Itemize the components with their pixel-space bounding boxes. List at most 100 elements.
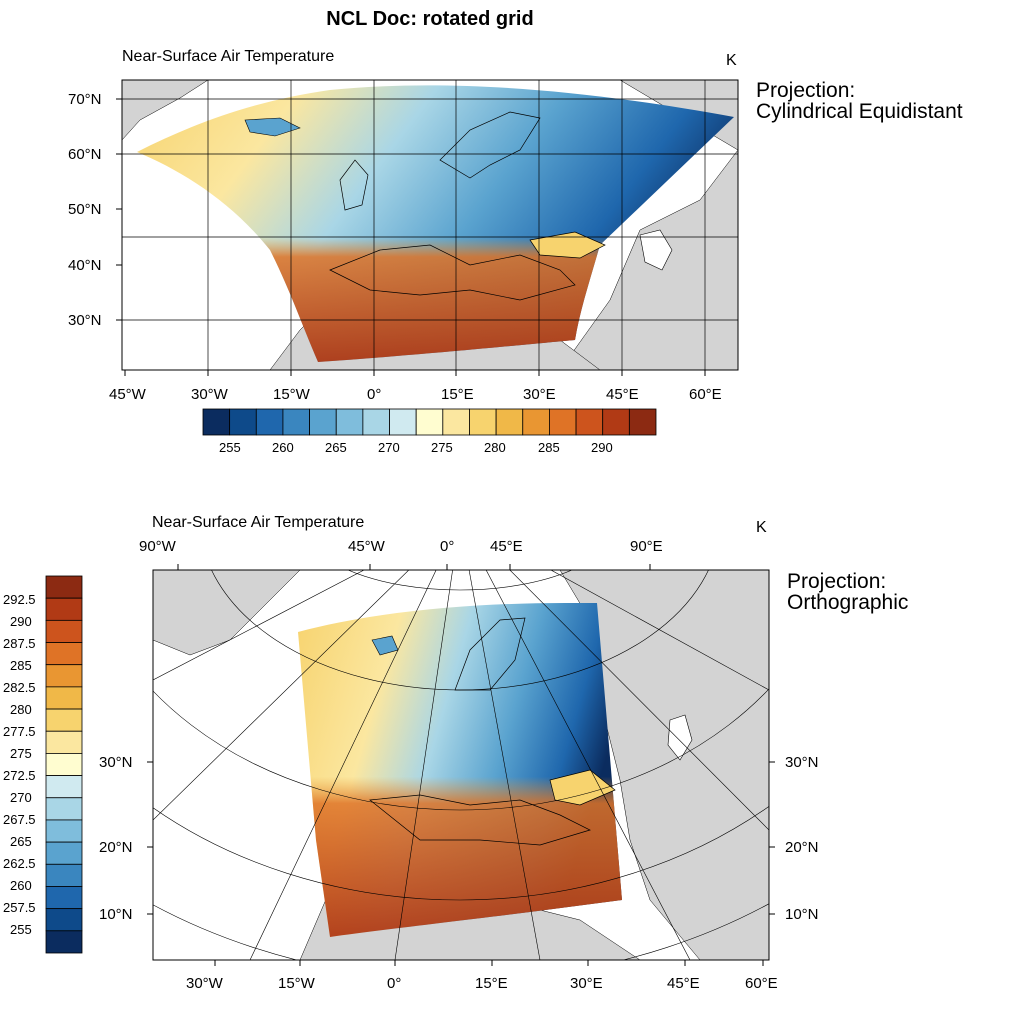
colorbar-box [45,886,83,910]
colorbar-box [442,408,470,436]
colorbar-box [575,408,604,436]
p2-colorbar-label: 275 [10,746,32,761]
colorbar-box [45,642,83,666]
colorbar-box [45,863,83,887]
colorbar-box [602,408,630,436]
colorbar-box [45,686,83,710]
p2-colorbar-label: 260 [10,878,32,893]
p1-lon-tick: 15°E [441,386,474,403]
p1-lat-tick: 40°N [68,257,102,274]
p2-top-lon-tick: 45°E [490,538,523,555]
p2-bottom-lon-tick: 15°E [475,975,508,992]
p2-bottom-lon-tick: 30°E [570,975,603,992]
p2-bottom-lon-tick: 30°W [186,975,223,992]
coast-med-2 [369,794,591,846]
colorbar-box [202,408,231,436]
p2-colorbar-label: 255 [10,922,32,937]
p1-colorbar-label: 270 [378,440,400,455]
p2-left-lat-tick: 20°N [99,839,133,856]
colorbar-box [45,797,83,821]
colorbar-box [335,408,364,436]
p1-lon-tick: 30°W [191,386,228,403]
colorbar-box [282,408,310,436]
colorbar-box [309,408,337,436]
p2-right-lat-tick: 20°N [785,839,819,856]
p1-lon-tick: 30°E [523,386,556,403]
caspian-1 [639,229,673,271]
coast-britain-1 [339,159,369,211]
panel1-map [122,80,738,370]
p1-colorbar-label: 265 [325,440,347,455]
colorbar-box [45,775,83,799]
panel1-projection-name: Cylindrical Equidistant [756,100,963,123]
p1-colorbar-label: 285 [538,440,560,455]
colorbar-box [495,408,524,436]
panel2-left-string: Near-Surface Air Temperature [152,514,365,531]
p2-top-lon-tick: 0° [440,538,455,555]
colorbar-box [255,408,284,436]
p2-colorbar-label: 277.5 [3,724,36,739]
panel2-colorbar [45,575,83,954]
p2-colorbar-label: 282.5 [3,680,36,695]
panel1-projection-label: Projection: [756,79,856,102]
p2-bottom-lon-tick: 45°E [667,975,700,992]
p2-colorbar-label: 270 [10,790,32,805]
colorbar-box [45,730,83,754]
p1-colorbar-label: 275 [431,440,453,455]
colorbar-box [45,575,83,599]
p2-colorbar-label: 265 [10,834,32,849]
panel1-colorbar [202,408,657,436]
panel2-frame [152,569,770,961]
p1-lon-tick: 45°E [606,386,639,403]
colorbar-box [45,597,83,621]
p2-bottom-lon-tick: 0° [387,975,402,992]
colorbar-box [415,408,444,436]
panel1-left-string: Near-Surface Air Temperature [122,48,335,65]
panel2-units: K [756,519,767,536]
coast-scandinavia-1 [439,111,541,179]
p2-right-lat-tick: 30°N [785,754,819,771]
p1-lat-tick: 30°N [68,312,102,329]
land-asia-1 [559,80,738,370]
colorbar-box [362,408,390,436]
p1-lon-tick: 60°E [689,386,722,403]
coast-blacksea-1 [529,231,606,259]
panel1-units: K [726,52,737,69]
coast-scandinavia-2 [454,617,526,691]
colorbar-box [469,408,497,436]
p2-right-lat-tick: 10°N [785,906,819,923]
panel2-tickmarks [147,564,775,966]
colorbar-box [522,408,550,436]
p1-lon-tick: 45°W [109,386,146,403]
p1-lat-tick: 60°N [68,146,102,163]
caspian-2 [667,714,693,761]
p2-colorbar-label: 287.5 [3,636,36,651]
p2-bottom-lon-tick: 60°E [745,975,778,992]
panel2-projection-name: Orthographic [787,591,909,614]
p2-colorbar-label: 267.5 [3,812,36,827]
colorbar-box [549,408,577,436]
p2-colorbar-label: 290 [10,614,32,629]
p2-top-lon-tick: 90°E [630,538,663,555]
colorbar-box [45,619,83,643]
colorbar-box [628,408,657,436]
colorbar-box [45,930,83,954]
panel2-projection-label: Projection: [787,570,887,593]
p1-colorbar-label: 255 [219,440,241,455]
p1-lat-tick: 50°N [68,201,102,218]
p1-colorbar-label: 260 [272,440,294,455]
p2-colorbar-label: 285 [10,658,32,673]
panel1-frame [121,79,739,371]
p2-left-lat-tick: 30°N [99,754,133,771]
p2-colorbar-label: 292.5 [3,592,36,607]
p2-top-lon-tick: 90°W [139,538,176,555]
colorbar-box [45,708,83,732]
colorbar-box [45,753,83,776]
coast-iceland-1 [244,117,301,137]
panel1-tickmarks [116,98,706,376]
colorbar-box [45,819,83,843]
p1-lon-tick: 0° [367,386,382,403]
p2-colorbar-label: 262.5 [3,856,36,871]
colorbar-box [45,841,83,865]
